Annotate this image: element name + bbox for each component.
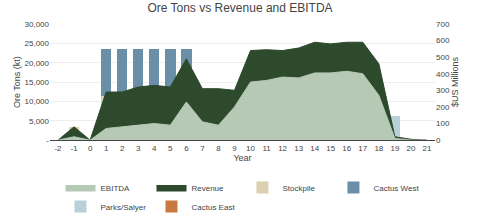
svg-text:-1: -1 bbox=[70, 144, 78, 153]
svg-text:17: 17 bbox=[358, 144, 367, 153]
svg-text:4: 4 bbox=[152, 144, 157, 153]
svg-text:3: 3 bbox=[136, 144, 141, 153]
svg-text:Year: Year bbox=[233, 153, 251, 163]
svg-text:Cactus West: Cactus West bbox=[373, 184, 419, 193]
svg-text:5: 5 bbox=[168, 144, 173, 153]
svg-text:13: 13 bbox=[294, 144, 303, 153]
svg-text:5,000: 5,000 bbox=[29, 117, 50, 126]
svg-text:Parks/Salyer: Parks/Salyer bbox=[101, 203, 147, 212]
svg-text:10: 10 bbox=[246, 144, 255, 153]
svg-text:2: 2 bbox=[120, 144, 125, 153]
svg-text:EBITDA: EBITDA bbox=[101, 184, 131, 193]
svg-text:700: 700 bbox=[436, 20, 450, 29]
svg-text:9: 9 bbox=[232, 144, 237, 153]
svg-text:7: 7 bbox=[200, 144, 205, 153]
svg-text:25,000: 25,000 bbox=[25, 39, 50, 48]
svg-text:0: 0 bbox=[436, 136, 441, 145]
svg-text:20,000: 20,000 bbox=[25, 59, 50, 68]
svg-text:12: 12 bbox=[278, 144, 287, 153]
svg-text:21: 21 bbox=[423, 144, 432, 153]
svg-text:18: 18 bbox=[374, 144, 383, 153]
svg-text:-: - bbox=[46, 136, 49, 145]
svg-text:8: 8 bbox=[216, 144, 221, 153]
svg-text:$US Millions: $US Millions bbox=[450, 57, 460, 108]
svg-text:Revenue: Revenue bbox=[191, 184, 224, 193]
svg-text:100: 100 bbox=[436, 119, 450, 128]
svg-text:19: 19 bbox=[390, 144, 399, 153]
svg-text:16: 16 bbox=[342, 144, 351, 153]
svg-text:400: 400 bbox=[436, 70, 450, 79]
svg-text:Ore Tons vs Revenue and EBITDA: Ore Tons vs Revenue and EBITDA bbox=[147, 1, 332, 15]
svg-text:500: 500 bbox=[436, 53, 450, 62]
svg-text:300: 300 bbox=[436, 86, 450, 95]
svg-text:-2: -2 bbox=[54, 144, 62, 153]
svg-text:600: 600 bbox=[436, 36, 450, 45]
svg-text:Cactus East: Cactus East bbox=[191, 203, 235, 212]
svg-text:200: 200 bbox=[436, 103, 450, 112]
svg-text:11: 11 bbox=[262, 144, 271, 153]
svg-text:0: 0 bbox=[88, 144, 93, 153]
svg-text:Stockpile: Stockpile bbox=[282, 184, 315, 193]
svg-text:Ore Tons (kt): Ore Tons (kt) bbox=[12, 56, 22, 108]
svg-text:1: 1 bbox=[104, 144, 109, 153]
svg-text:15,000: 15,000 bbox=[25, 78, 50, 87]
svg-text:15: 15 bbox=[326, 144, 335, 153]
svg-text:6: 6 bbox=[184, 144, 189, 153]
svg-text:30,000: 30,000 bbox=[25, 20, 50, 29]
svg-text:14: 14 bbox=[310, 144, 319, 153]
svg-text:20: 20 bbox=[406, 144, 415, 153]
svg-text:10,000: 10,000 bbox=[25, 97, 50, 106]
